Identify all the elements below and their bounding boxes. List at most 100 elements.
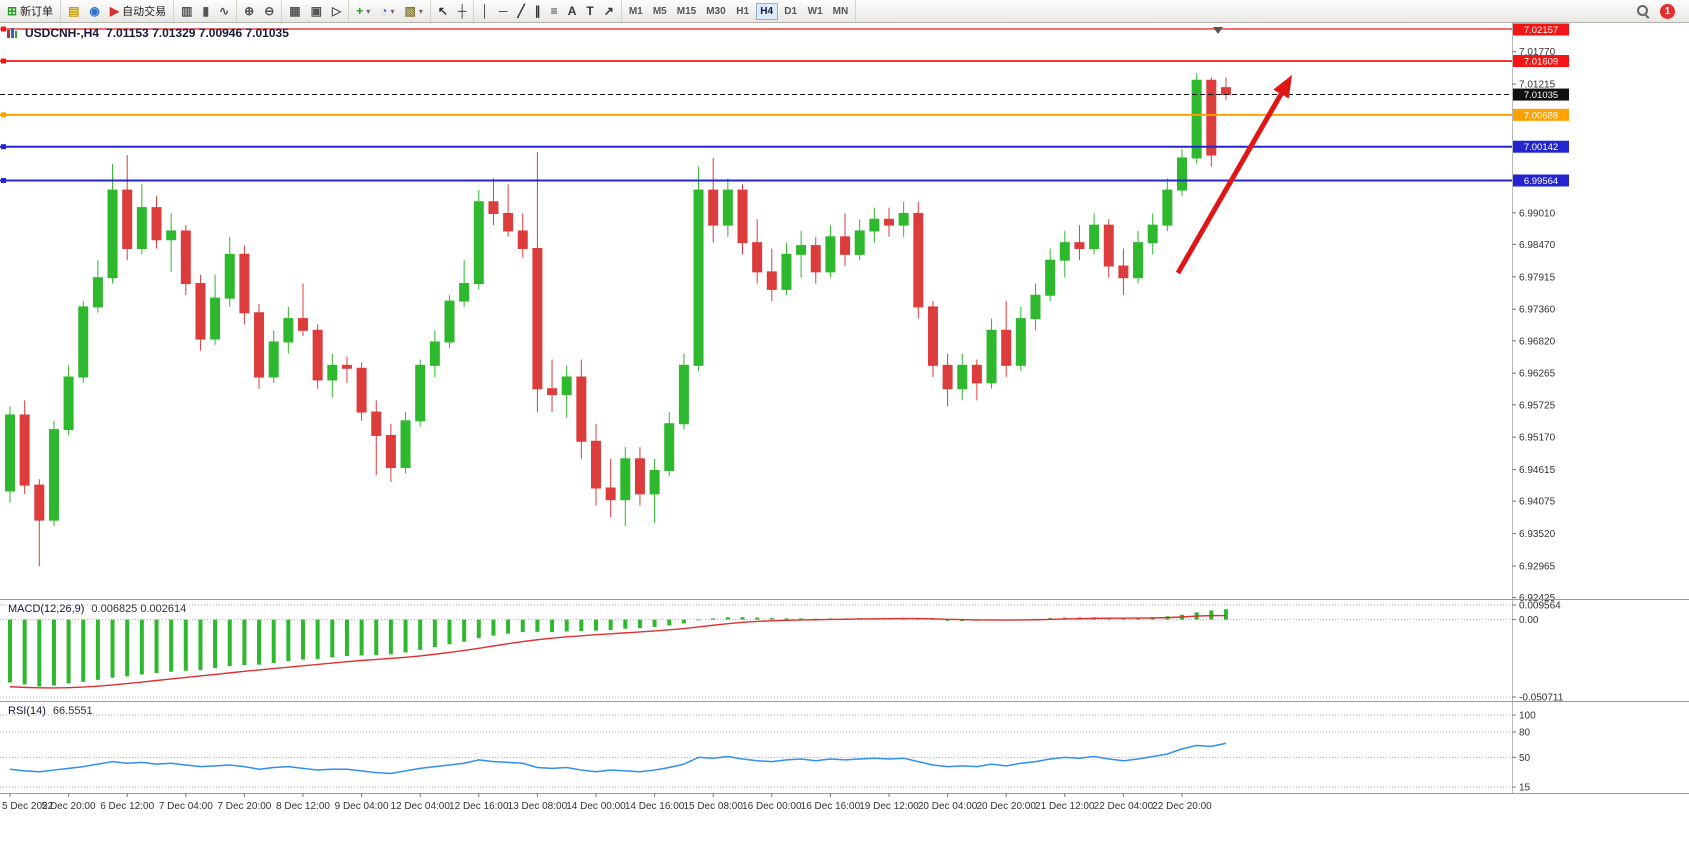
- timeframe-m5[interactable]: M5: [649, 3, 671, 20]
- autotrading-button[interactable]: ▶ 自动交易: [105, 2, 171, 21]
- timeframe-mn[interactable]: MN: [829, 3, 853, 20]
- charts-button[interactable]: ▤: [63, 2, 84, 21]
- price-level-handle[interactable]: [1, 144, 6, 150]
- candle: [298, 283, 308, 337]
- toolbar-right: 1: [1637, 3, 1689, 19]
- symbol-title: USDCNH-,H4: [25, 26, 100, 40]
- candle: [503, 184, 514, 237]
- ohlc-values: 7.01153 7.01329 7.00946 7.01035: [106, 26, 289, 40]
- search-icon[interactable]: [1637, 4, 1650, 18]
- macd-indicator-label: MACD(12,26,9) 0.006825 0.002614: [8, 603, 186, 615]
- rsi-line: [9, 742, 1227, 775]
- macd-axis-label: 0.00: [1519, 615, 1539, 626]
- zoom-in-button[interactable]: ⊕: [239, 2, 259, 21]
- line-chart-icon: ∿: [219, 4, 230, 18]
- insert-group: + ▾ ◔ ▾ ▧ ▾: [349, 0, 431, 22]
- price-level-handle[interactable]: [1, 112, 6, 118]
- periods-button[interactable]: ◔ ▾: [375, 2, 399, 21]
- candle: [327, 353, 338, 398]
- horizontal-line-button[interactable]: ─: [494, 2, 513, 21]
- draw-group: │ ─ ╱ ∥ ≡ A T ↗: [474, 0, 622, 22]
- text-label-button[interactable]: T: [581, 2, 598, 21]
- bar-chart-button[interactable]: ▥: [176, 2, 197, 21]
- notification-badge[interactable]: 1: [1660, 3, 1675, 19]
- auto-arrange-button[interactable]: ▣: [306, 2, 327, 21]
- price-axis-label: 6.94615: [1519, 465, 1556, 476]
- rsi-axis-label: 50: [1519, 753, 1531, 764]
- price-level-handle[interactable]: [1, 26, 6, 32]
- price-level-handle[interactable]: [1, 177, 6, 183]
- trendline-button[interactable]: ╱: [512, 2, 529, 21]
- candle: [1133, 230, 1144, 284]
- chart-shift-marker[interactable]: [1213, 27, 1223, 34]
- vertical-line-button[interactable]: │: [476, 2, 494, 21]
- chevron-down-icon: ▾: [418, 6, 423, 16]
- time-axis-label: 14 Dec 00:00: [566, 801, 626, 812]
- price-level-badge: [1513, 174, 1569, 187]
- candle: [1191, 73, 1202, 164]
- cursor-button[interactable]: ↖: [433, 2, 453, 21]
- zoom-out-button[interactable]: ⊖: [259, 2, 279, 21]
- autotrading-icon: ▶: [109, 4, 120, 18]
- price-level-badge: [1513, 23, 1569, 36]
- toolbar: ⊞ 新订单 ▤ ◉ ▶ 自动交易 ▥ ▮ ∿ ⊕ ⊖ ▦ ▣ ▷ + ▾ ◔ ▾ ▧ ▾ ↖ ┼ │ ─ ╱ ∥ ≡ A T ↗ M1 M5 M…: [0, 0, 1689, 23]
- macd-name: MACD(12,26,9): [8, 603, 85, 615]
- price-level-handle[interactable]: [1, 58, 6, 64]
- timeframe-h4[interactable]: H4: [755, 2, 778, 20]
- candle: [1162, 178, 1173, 231]
- timeframe-m30[interactable]: M30: [702, 3, 729, 20]
- indicators-button[interactable]: + ▾: [351, 2, 375, 21]
- time-axis-label: 21 Dec 12:00: [1035, 801, 1095, 812]
- candlestick-chart-button[interactable]: ▮: [197, 2, 214, 21]
- timeframe-w1[interactable]: W1: [804, 3, 827, 20]
- chart-shift-icon: ▷: [331, 4, 342, 18]
- fibonacci-button[interactable]: ≡: [546, 2, 563, 21]
- time-axis-label: 12 Dec 04:00: [390, 801, 450, 812]
- zoom-out-icon: ⊖: [264, 4, 275, 18]
- channel-button[interactable]: ∥: [530, 2, 546, 21]
- chart-region: 7.01770 7.01215 6.99010 6.98470 6.97915 6.973…: [0, 23, 1689, 861]
- arrows-button[interactable]: ↗: [599, 2, 619, 21]
- candle: [942, 353, 953, 407]
- fibonacci-icon: ≡: [550, 4, 558, 18]
- profile-button[interactable]: ◉: [84, 2, 104, 21]
- candle: [927, 301, 938, 378]
- time-axis-label: 16 Dec 00:00: [742, 801, 802, 812]
- candle: [371, 400, 382, 476]
- zoom-in-icon: ⊕: [244, 4, 255, 18]
- charts-icon: ▤: [68, 4, 80, 18]
- timeframe-m1[interactable]: M1: [625, 3, 647, 20]
- chart-plot-area[interactable]: [0, 23, 1512, 599]
- timeframe-h1[interactable]: H1: [732, 3, 754, 20]
- price-level-badge-text: 7.00688: [1524, 110, 1558, 121]
- tile-windows-icon: ▦: [289, 4, 301, 18]
- time-axis-label: 20 Dec 04:00: [918, 801, 978, 812]
- time-axis-label: 15 Dec 08:00: [683, 801, 743, 812]
- candle: [620, 447, 631, 526]
- timeframe-m15[interactable]: M15: [673, 3, 700, 20]
- candle: [752, 219, 763, 284]
- trend-arrow-annotation[interactable]: [1175, 75, 1292, 275]
- candle: [693, 166, 704, 372]
- candle: [136, 184, 147, 255]
- timeframe-d1[interactable]: D1: [780, 3, 802, 20]
- crosshair-icon: ┼: [457, 4, 467, 18]
- candle: [854, 219, 865, 261]
- vertical-line-icon: │: [481, 4, 489, 18]
- price-axis-label: 6.95170: [1519, 433, 1556, 444]
- line-chart-button[interactable]: ∿: [214, 2, 234, 21]
- tile-windows-button[interactable]: ▦: [284, 2, 305, 21]
- crosshair-button[interactable]: ┼: [453, 2, 472, 21]
- templates-button[interactable]: ▧ ▾: [399, 2, 427, 21]
- new-order-button[interactable]: ⊞ 新订单: [2, 2, 58, 21]
- candle: [151, 195, 162, 249]
- text-button[interactable]: A: [563, 2, 582, 21]
- price-level-badge: [1513, 55, 1569, 68]
- trade-group: ⊞ 新订单: [0, 0, 62, 22]
- chart-shift-button[interactable]: ▷: [327, 2, 346, 21]
- candle: [957, 353, 968, 401]
- rsi-values: 66.5551: [52, 705, 93, 717]
- rsi-axis-label: 100: [1519, 711, 1536, 722]
- candle: [591, 423, 601, 506]
- profile-icon: ◉: [89, 4, 100, 18]
